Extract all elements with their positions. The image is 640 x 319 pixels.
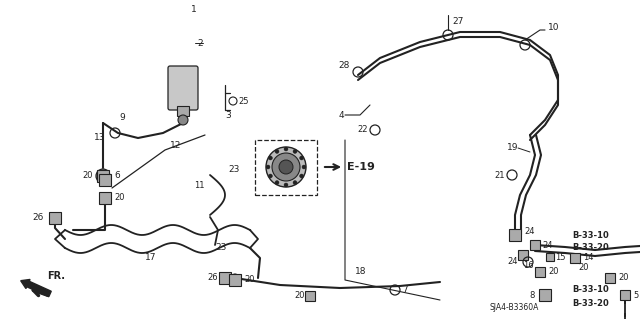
Text: 20: 20 xyxy=(83,172,93,181)
Text: 6: 6 xyxy=(114,170,120,180)
Bar xyxy=(49,212,61,224)
Circle shape xyxy=(284,183,288,187)
Bar xyxy=(220,272,230,284)
Bar xyxy=(99,192,111,204)
Bar xyxy=(535,267,545,277)
Text: B-33-20: B-33-20 xyxy=(572,242,609,251)
Circle shape xyxy=(272,153,300,181)
Circle shape xyxy=(300,174,303,178)
Text: 24: 24 xyxy=(508,257,518,266)
Text: 19: 19 xyxy=(506,144,518,152)
Bar xyxy=(605,273,615,283)
Circle shape xyxy=(284,147,288,151)
Text: 25: 25 xyxy=(238,97,248,106)
Text: 26: 26 xyxy=(207,273,218,283)
Text: 3: 3 xyxy=(225,110,231,120)
Bar xyxy=(229,274,241,286)
Circle shape xyxy=(268,174,273,178)
Text: FR.: FR. xyxy=(47,271,65,281)
Bar xyxy=(540,289,550,300)
Circle shape xyxy=(268,156,273,160)
Text: 4: 4 xyxy=(339,110,344,120)
Text: 20: 20 xyxy=(548,268,559,277)
Text: E-19: E-19 xyxy=(347,162,375,172)
Text: 20: 20 xyxy=(578,263,589,272)
Circle shape xyxy=(266,147,306,187)
Text: 20: 20 xyxy=(618,273,628,283)
Text: B-33-20: B-33-20 xyxy=(572,299,609,308)
Circle shape xyxy=(178,115,188,125)
Circle shape xyxy=(266,165,270,169)
Text: 23: 23 xyxy=(215,242,227,251)
FancyArrow shape xyxy=(20,279,51,297)
Bar xyxy=(546,253,554,261)
Bar xyxy=(97,170,109,182)
Text: 24: 24 xyxy=(524,226,534,235)
Bar xyxy=(177,106,189,116)
Text: 23: 23 xyxy=(228,166,239,174)
Circle shape xyxy=(293,149,297,153)
Text: 18: 18 xyxy=(355,268,367,277)
Circle shape xyxy=(275,181,279,185)
Text: 15: 15 xyxy=(555,253,566,262)
Circle shape xyxy=(300,156,303,160)
Text: SJA4-B3360A: SJA4-B3360A xyxy=(490,303,540,313)
FancyBboxPatch shape xyxy=(168,66,198,110)
Text: 26: 26 xyxy=(33,213,44,222)
Text: 13: 13 xyxy=(93,133,105,143)
Text: 7: 7 xyxy=(402,286,408,294)
Bar xyxy=(518,250,528,260)
Circle shape xyxy=(279,160,293,174)
Text: 1: 1 xyxy=(191,5,196,14)
Bar xyxy=(530,240,540,250)
Text: 16: 16 xyxy=(523,261,534,270)
Text: 20: 20 xyxy=(244,276,255,285)
Text: 21: 21 xyxy=(495,170,505,180)
Bar xyxy=(570,253,580,263)
Bar xyxy=(509,229,520,241)
Text: 22: 22 xyxy=(358,125,368,135)
Text: 8: 8 xyxy=(530,291,535,300)
Circle shape xyxy=(293,181,297,185)
Bar xyxy=(255,140,317,195)
Text: 10: 10 xyxy=(548,24,559,33)
Text: 20: 20 xyxy=(114,194,125,203)
Bar xyxy=(99,174,111,186)
Circle shape xyxy=(302,165,306,169)
Text: 11: 11 xyxy=(195,181,205,189)
Text: 24: 24 xyxy=(542,241,552,249)
Bar xyxy=(620,290,630,300)
Text: 28: 28 xyxy=(339,61,350,70)
Circle shape xyxy=(275,149,279,153)
Text: B-33-10: B-33-10 xyxy=(572,286,609,294)
Bar xyxy=(305,291,315,301)
Text: 27: 27 xyxy=(452,18,463,26)
Text: 5: 5 xyxy=(633,291,638,300)
Text: 20: 20 xyxy=(294,292,305,300)
Text: B-33-10: B-33-10 xyxy=(572,231,609,240)
Text: 9: 9 xyxy=(119,114,125,122)
Text: 14: 14 xyxy=(583,254,593,263)
Text: 12: 12 xyxy=(170,140,181,150)
Text: 2: 2 xyxy=(197,39,203,48)
Circle shape xyxy=(96,169,110,183)
Text: 17: 17 xyxy=(145,254,157,263)
